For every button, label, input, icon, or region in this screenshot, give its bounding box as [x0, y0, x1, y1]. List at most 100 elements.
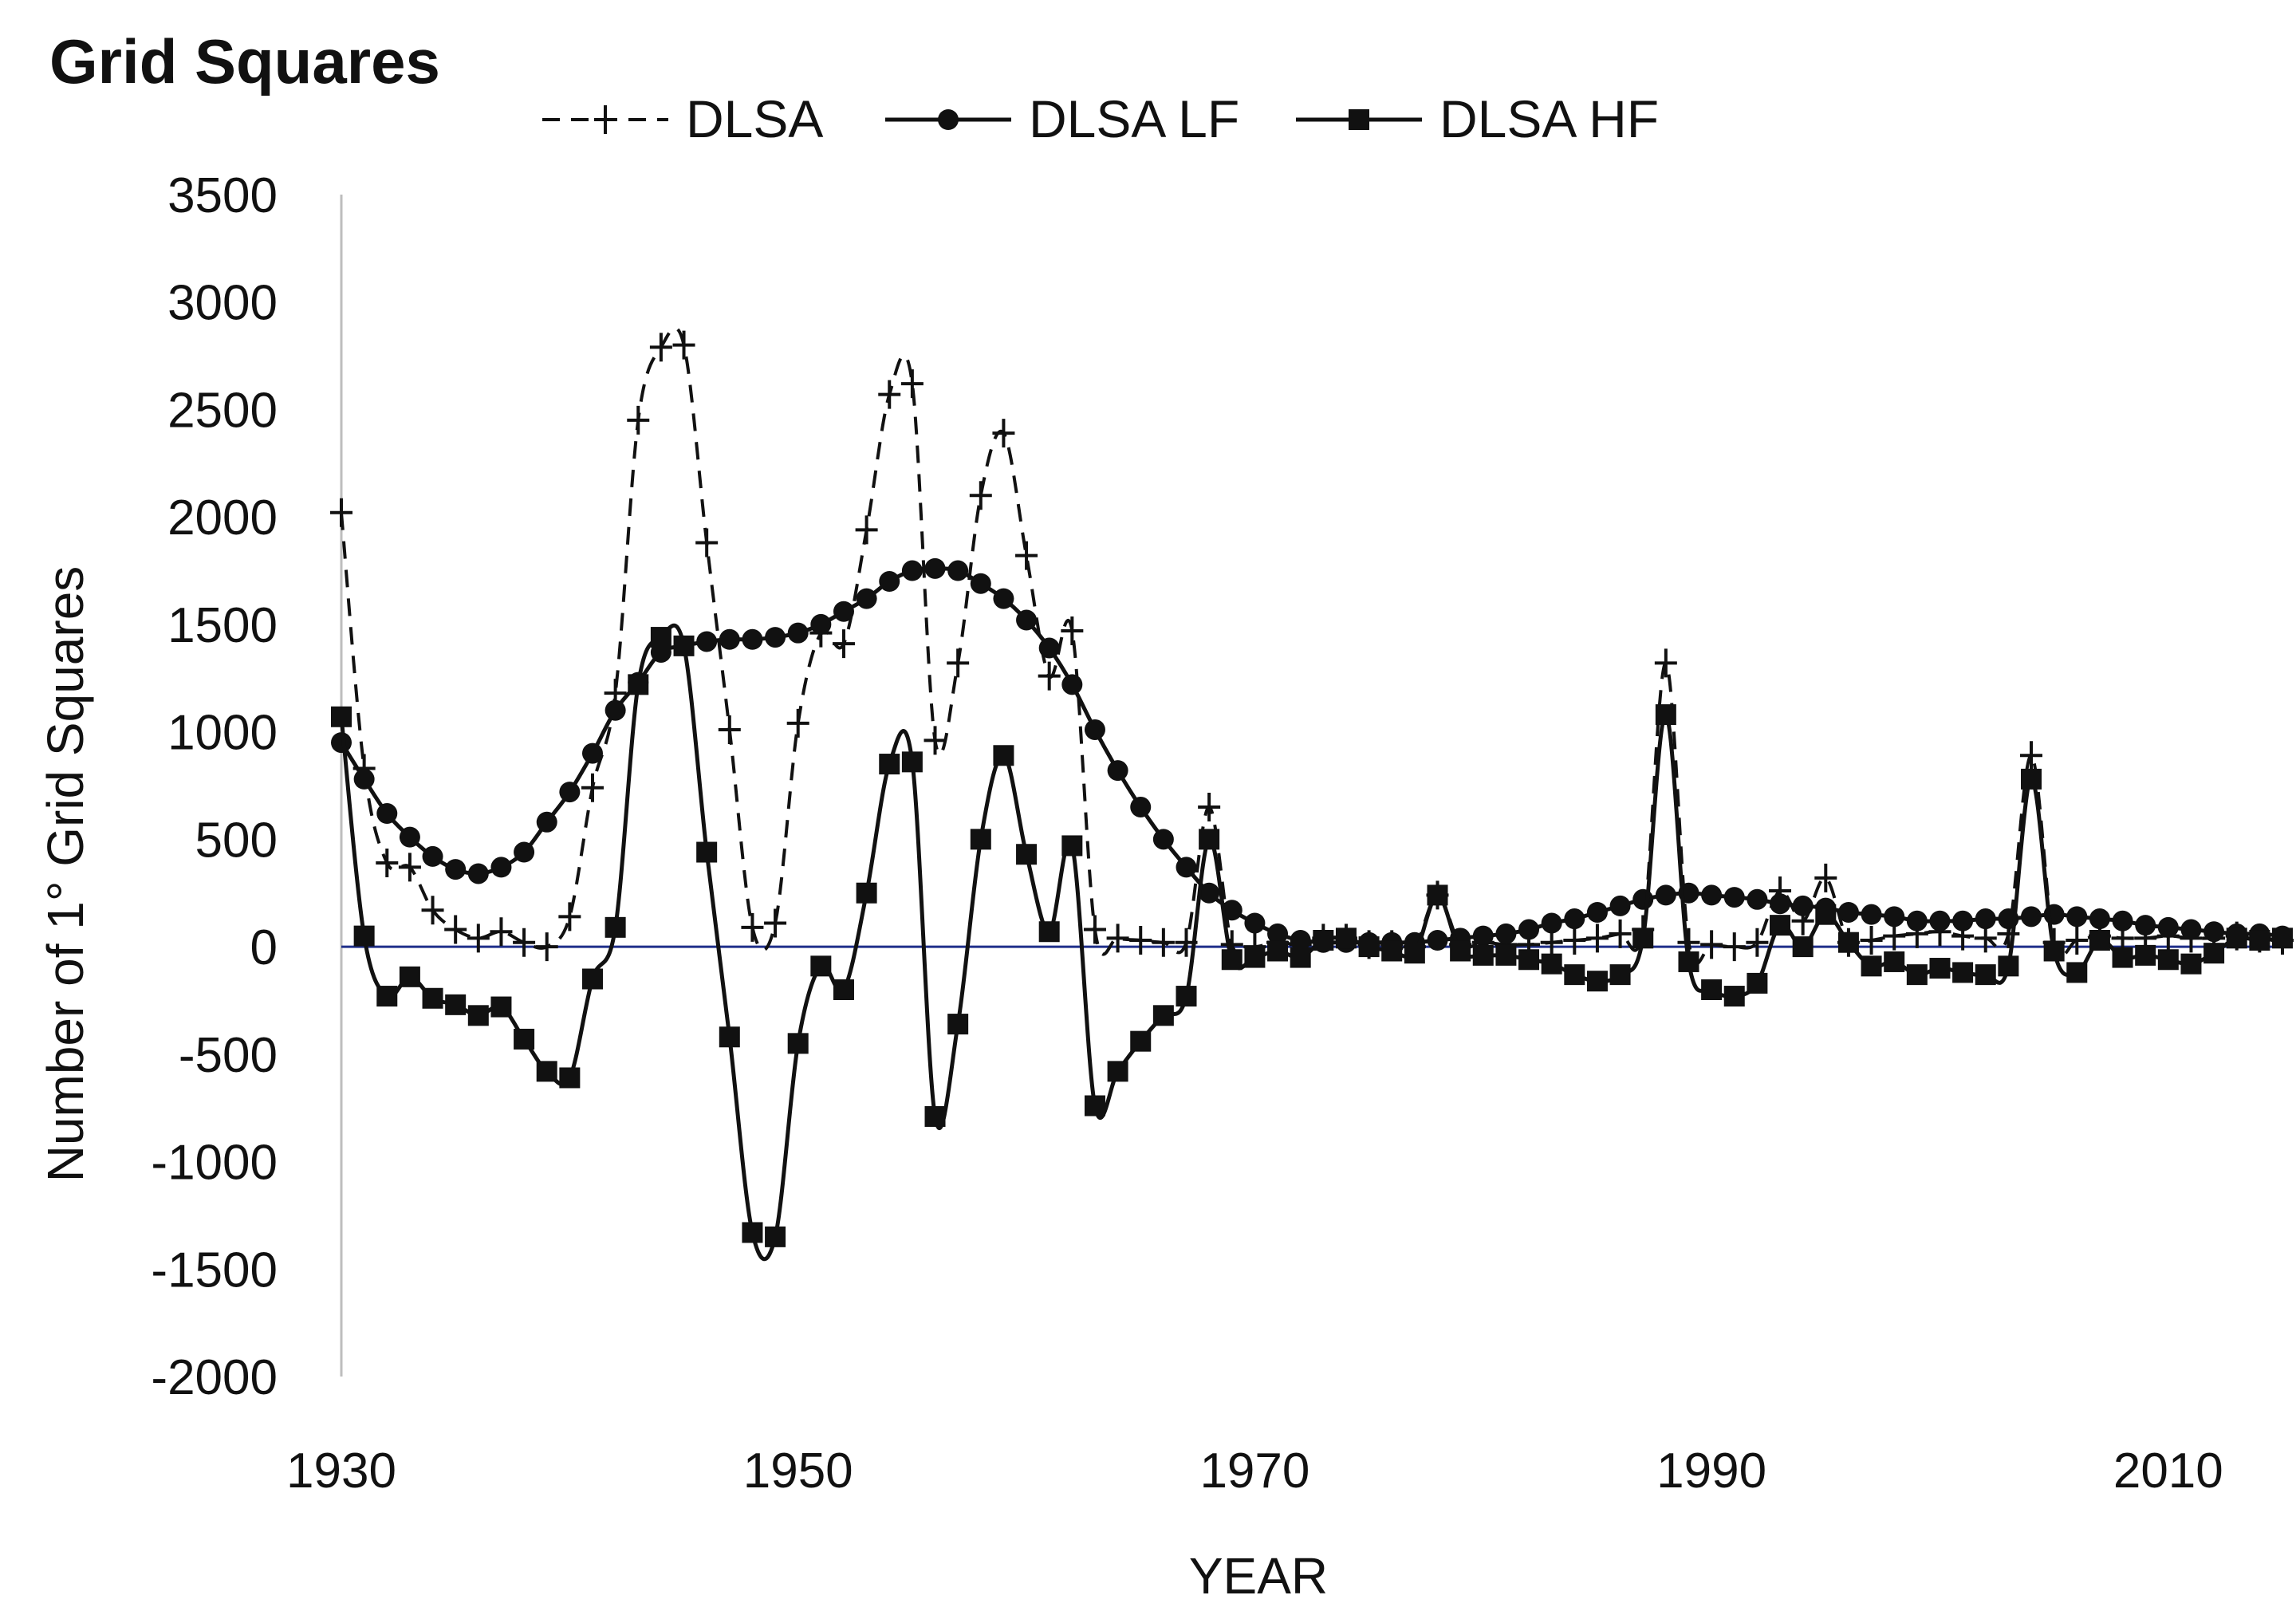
data-point: [786, 708, 809, 738]
data-point: [1586, 971, 1608, 992]
data-point: [1700, 930, 1723, 959]
x-tick-label: 2010: [2113, 1444, 2223, 1499]
data-point: [490, 917, 513, 947]
data-point: [970, 573, 991, 594]
data-point: [2043, 940, 2065, 962]
data-point: [1632, 888, 1654, 910]
data-point: [421, 896, 444, 925]
data-point: [513, 928, 536, 957]
legend-label: DLSA HF: [1439, 89, 1659, 148]
data-point: [581, 742, 603, 764]
data-point: [514, 1028, 535, 1050]
data-point: [1929, 958, 1951, 979]
data-point: [1106, 924, 1129, 953]
data-point: [1290, 947, 1311, 968]
data-point: [1975, 964, 1996, 986]
data-point: [810, 955, 832, 977]
data-point: [993, 745, 1014, 766]
data-point: [1267, 923, 1289, 944]
data-point: [924, 557, 946, 579]
series-line: [340, 326, 2283, 966]
data-point: [2021, 768, 2042, 790]
data-point: [330, 498, 352, 527]
data-point: [719, 1026, 740, 1048]
data-point: [444, 915, 467, 944]
data-point: [581, 773, 604, 802]
data-point: [1814, 863, 1837, 892]
data-point: [1244, 912, 1266, 934]
data-point: [1563, 926, 1586, 955]
data-point: [901, 751, 923, 773]
data-point: [719, 628, 740, 650]
data-point: [536, 1061, 557, 1082]
data-point: [376, 803, 398, 825]
y-tick-label: 0: [250, 920, 278, 975]
data-point: [1472, 944, 1494, 966]
data-point: [490, 996, 512, 1018]
data-point: [764, 908, 787, 938]
x-axis: 1930 1950 1970 1990 2010: [286, 1444, 2223, 1499]
data-point: [1723, 887, 1745, 908]
y-tick-label: -500: [179, 1028, 278, 1083]
data-point: [1107, 1061, 1128, 1082]
data-point: [1016, 844, 1038, 865]
y-tick-label: -1000: [151, 1136, 278, 1191]
data-point: [490, 857, 512, 878]
data-point: [1929, 910, 1951, 932]
data-point: [856, 588, 877, 609]
data-point: [1450, 940, 1471, 962]
data-point: [947, 560, 969, 581]
data-point: [1244, 947, 1266, 968]
data-point: [1906, 910, 1928, 932]
data-point: [1564, 964, 1585, 986]
data-point: [1038, 637, 1060, 659]
data-point: [718, 715, 741, 744]
data-point: [765, 627, 786, 648]
data-point: [1541, 953, 1562, 975]
data-point: [2089, 930, 2110, 951]
data-point: [673, 635, 695, 656]
data-point: [535, 932, 558, 962]
data-point: [1746, 928, 1769, 957]
legend: DLSA DLSA LF DLSA HF: [542, 89, 1659, 148]
data-point: [1381, 940, 1403, 962]
data-point: [878, 380, 901, 409]
data-point: [1837, 901, 1859, 923]
data-point: [765, 1226, 786, 1247]
data-point: [1015, 541, 1038, 570]
y-tick-label: 2000: [167, 490, 278, 546]
data-point: [1998, 955, 2019, 977]
data-point: [331, 706, 352, 727]
legend-label: DLSA LF: [1029, 89, 1239, 148]
data-point: [399, 826, 420, 848]
data-point: [649, 333, 672, 362]
data-point: [1701, 979, 1723, 1000]
data-point: [467, 1005, 489, 1026]
data-point: [445, 859, 467, 880]
data-point: [1199, 829, 1220, 850]
data-point: [1016, 609, 1038, 631]
legend-marker: [938, 109, 959, 130]
x-tick-label: 1990: [1656, 1444, 1766, 1499]
data-point: [1199, 882, 1220, 904]
legend-marker: [1349, 109, 1369, 130]
data-point: [1632, 928, 1654, 949]
y-tick-label: 500: [195, 813, 278, 868]
data-point: [1723, 932, 1746, 962]
data-point: [1313, 930, 1334, 951]
data-point: [1792, 936, 1814, 958]
data-point: [1654, 648, 1677, 678]
data-point: [1747, 888, 1768, 910]
data-point: [696, 841, 718, 863]
data-point: [353, 768, 375, 790]
data-point: [467, 863, 489, 884]
data-point: [536, 811, 557, 833]
data-point: [900, 369, 924, 399]
y-tick-label: 3500: [167, 168, 278, 223]
data-point: [376, 849, 399, 877]
series-dlsa: [330, 326, 2294, 966]
data-point: [696, 631, 718, 652]
data-point: [1267, 940, 1289, 962]
data-point: [2180, 953, 2202, 975]
data-point: [445, 994, 467, 1015]
